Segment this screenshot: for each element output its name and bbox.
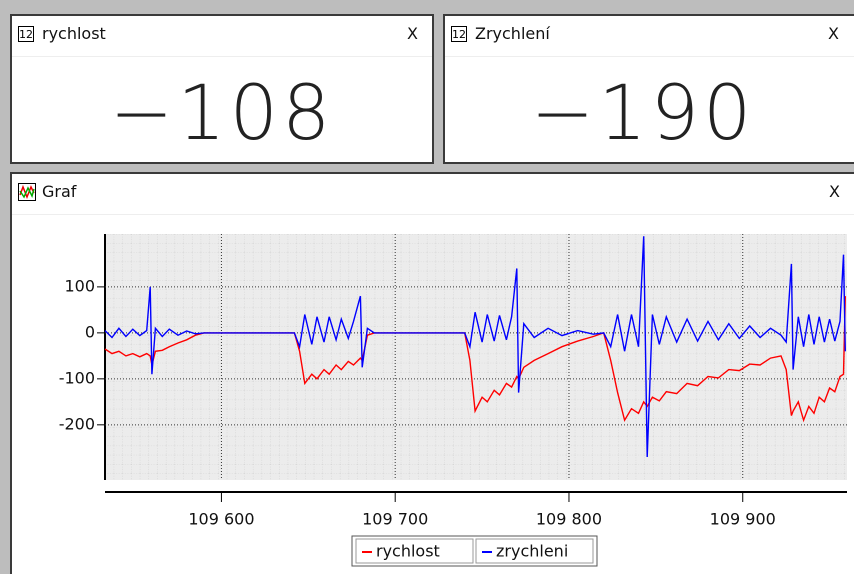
widget-title: Zrychlení	[475, 24, 550, 43]
close-button[interactable]: X	[407, 24, 418, 43]
widget-icon: 12	[18, 26, 34, 42]
widget-value: −190	[530, 68, 756, 157]
y-tick-label: -200	[59, 414, 95, 433]
y-tick-label: -100	[59, 368, 95, 387]
widget-header: 12 Zrychlení X	[445, 16, 854, 57]
widget-panel: 12 Zrychlení X −190	[443, 14, 854, 164]
chart: 100 0 -100 -200 109 600 109 700 109 800 109 900…	[59, 234, 847, 567]
x-tick-label: 109 700	[362, 510, 428, 529]
widget-header: 12 rychlost X	[12, 16, 432, 57]
x-tick-label: 109 900	[710, 510, 776, 529]
graph-panel: Graf X 100 0 -100 -200 109 600 109 700 109 800…	[10, 172, 854, 574]
legend-item	[475, 538, 594, 564]
x-tick-label: 109 600	[188, 510, 254, 529]
y-tick-label: 0	[85, 322, 95, 341]
legend-item	[355, 538, 474, 564]
close-button[interactable]: X	[829, 182, 840, 201]
series-line	[104, 236, 846, 458]
minor-grid	[105, 234, 847, 480]
series-line	[104, 296, 846, 423]
x-tick-label: 109 800	[536, 510, 602, 529]
close-button[interactable]: X	[828, 24, 839, 43]
y-tick-label: 100	[64, 276, 95, 295]
legend-label: zrychleni	[496, 542, 568, 561]
graph-title: Graf	[42, 182, 77, 201]
graph-icon	[18, 183, 36, 201]
widget-panel: 12 rychlost X −108	[10, 14, 434, 164]
legend-label: rychlost	[376, 542, 440, 561]
widget-value: −108	[109, 68, 335, 157]
widget-title: rychlost	[42, 24, 106, 43]
graph-header: Graf X	[12, 174, 854, 215]
widget-icon: 12	[451, 26, 467, 42]
